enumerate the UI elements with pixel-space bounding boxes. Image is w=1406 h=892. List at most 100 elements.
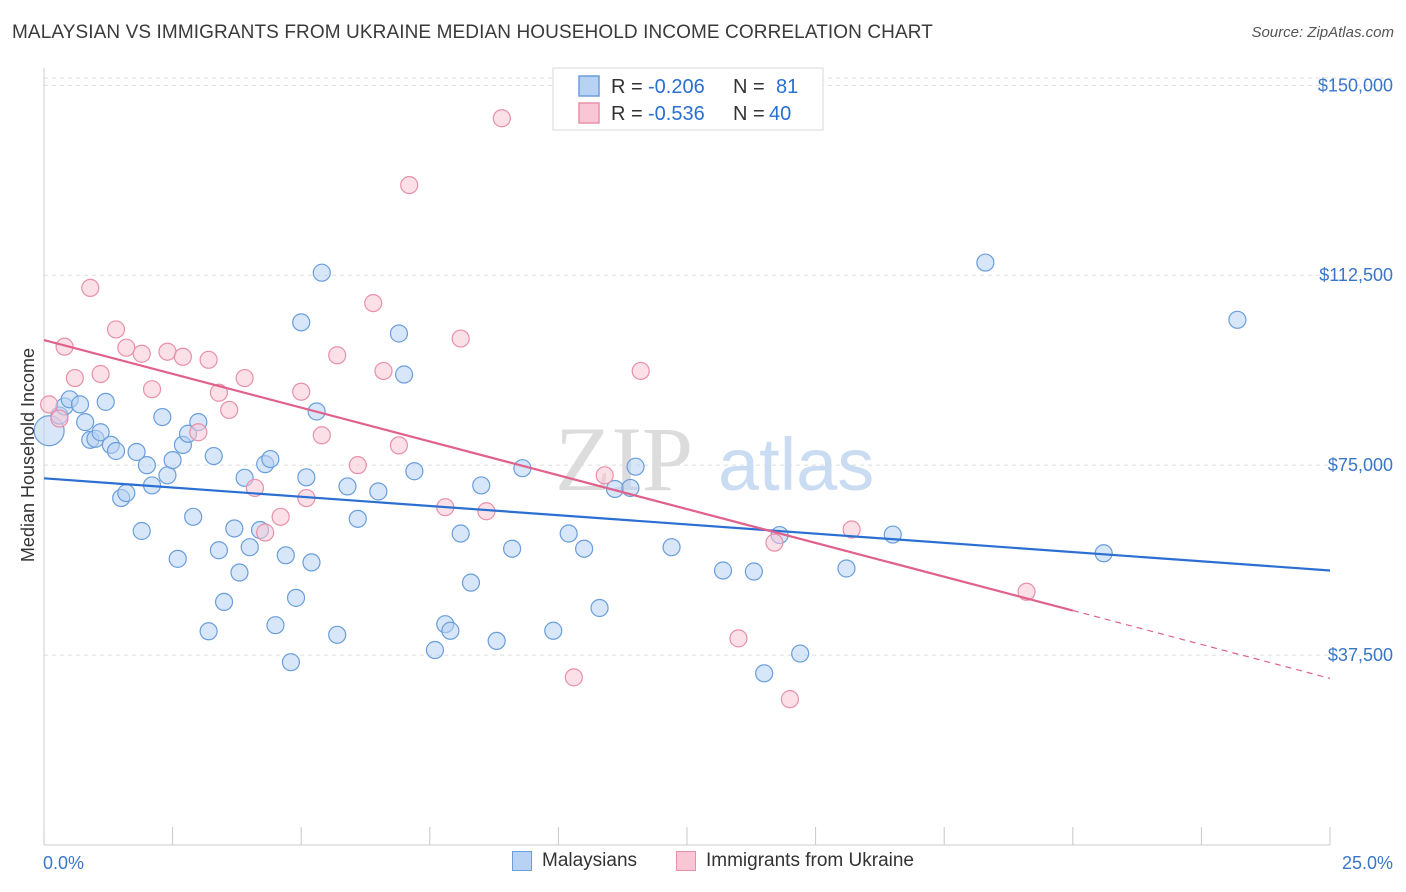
legend-swatch-malaysians [512, 851, 532, 871]
trend-lines [43, 339, 1331, 679]
malaysian-point-63 [559, 524, 578, 543]
malaysian-point-51 [394, 365, 414, 384]
malaysian-point-13 [117, 483, 136, 503]
ukraine-point-7 [117, 338, 136, 357]
malaysian-point-18 [153, 407, 172, 427]
malaysian-point-75 [837, 559, 856, 578]
legend-n-value-1: 81 [776, 76, 798, 98]
legend-swatch-blue [578, 75, 600, 97]
y-tick-label-1: $75,000 [1328, 455, 1393, 475]
y-axis-title: Median Household Income [18, 348, 38, 562]
ukraine-point-32 [492, 109, 511, 128]
axes [43, 68, 1331, 846]
malaysian-point-4 [70, 395, 90, 414]
malaysian-point-55 [441, 621, 460, 640]
malaysian-point-27 [204, 446, 223, 466]
malaysian-point-8 [91, 423, 110, 442]
correlation-legend: R = -0.206 N = 81 R = -0.536 N = 40 [552, 67, 824, 131]
y-tick-label-0: $37,500 [1328, 645, 1393, 665]
ukraine-point-8 [132, 344, 151, 363]
chart-title: MALAYSIAN VS IMMIGRANTS FROM UKRAINE MED… [12, 22, 933, 43]
legend-r-value-1: -0.206 [648, 76, 705, 98]
ukraine-point-34 [595, 466, 614, 485]
malaysian-point-79 [1228, 310, 1247, 329]
malaysian-point-70 [713, 561, 733, 580]
malaysian-point-56 [451, 524, 470, 543]
legend-item-ukraine: Immigrants from Ukraine [676, 850, 914, 872]
ukraine-point-26 [374, 361, 393, 381]
ukraine-point-14 [209, 383, 228, 402]
chart-source: Source: ZipAtlas.com [1251, 24, 1394, 41]
malaysian-trend-line [43, 477, 1331, 572]
ukraine-point-22 [312, 426, 331, 445]
ukraine-point-33 [564, 668, 583, 687]
malaysian-point-11 [106, 441, 126, 461]
ukraine-point-28 [400, 175, 419, 195]
malaysian-point-9 [96, 392, 115, 411]
legend-swatch-pink [578, 102, 600, 124]
ukraine-point-11 [173, 347, 192, 366]
malaysian-point-36 [261, 449, 280, 469]
watermark-zip: ZIP [555, 408, 693, 510]
malaysian-point-72 [755, 664, 774, 683]
malaysian-point-53 [425, 640, 445, 660]
ukraine-trend-extension [1072, 609, 1331, 679]
ukraine-point-23 [328, 346, 347, 365]
ukraine-point-20 [292, 382, 311, 401]
ukraine-point-25 [364, 293, 383, 313]
y-tick-labels: $37,500 $75,000 $112,500 $150,000 [1318, 75, 1393, 665]
legend-r-value-2: -0.536 [648, 103, 705, 125]
ukraine-point-24 [348, 456, 367, 475]
ukraine-point-40 [1017, 582, 1036, 601]
ukraine-point-19 [271, 507, 290, 526]
malaysian-point-48 [348, 509, 367, 528]
ukraine-point-16 [235, 368, 254, 388]
data-points [33, 109, 1247, 709]
malaysian-point-28 [209, 541, 228, 560]
ukraine-point-10 [158, 342, 177, 361]
malaysian-point-46 [328, 625, 347, 644]
malaysian-point-68 [626, 457, 645, 476]
legend-swatch-ukraine [676, 851, 696, 871]
malaysian-point-58 [472, 476, 491, 495]
y-tick-label-3: $150,000 [1318, 75, 1393, 95]
ukraine-point-13 [199, 350, 218, 369]
malaysian-point-31 [230, 563, 249, 582]
malaysian-point-41 [292, 313, 311, 332]
watermark-atlas: atlas [718, 423, 874, 506]
ukraine-point-12 [189, 423, 208, 442]
malaysian-point-42 [297, 468, 316, 487]
malaysian-point-33 [240, 538, 259, 557]
malaysian-point-30 [225, 519, 244, 538]
ukraine-point-18 [256, 523, 275, 542]
malaysian-point-29 [214, 592, 234, 612]
malaysian-point-47 [338, 477, 357, 496]
legend-item-malaysians: Malaysians [512, 850, 637, 872]
legend-n-value-2: 40 [769, 103, 791, 125]
ukraine-point-6 [106, 320, 126, 339]
malaysian-point-74 [791, 644, 810, 663]
malaysian-point-14 [127, 442, 146, 462]
ukraine-point-9 [142, 380, 162, 399]
legend-label-ukraine: Immigrants from Ukraine [706, 850, 914, 871]
malaysian-point-16 [137, 456, 156, 475]
malaysian-point-21 [168, 549, 187, 568]
malaysian-point-43 [302, 553, 321, 572]
ukraine-point-38 [780, 690, 799, 709]
malaysian-point-59 [487, 631, 506, 651]
ukraine-point-36 [729, 629, 748, 648]
ukraine-point-3 [65, 368, 84, 388]
ukraine-point-35 [631, 361, 650, 381]
x-tick-label-max: 25.0% [1342, 853, 1393, 873]
malaysian-point-71 [744, 562, 763, 581]
malaysian-point-77 [976, 253, 995, 272]
ukraine-point-39 [842, 520, 861, 539]
malaysian-point-65 [590, 598, 609, 618]
ukraine-point-37 [765, 533, 784, 552]
malaysian-point-40 [286, 588, 306, 607]
malaysian-point-15 [132, 521, 151, 541]
malaysian-point-26 [199, 622, 218, 641]
malaysian-point-19 [158, 466, 177, 485]
ukraine-point-27 [389, 436, 409, 455]
